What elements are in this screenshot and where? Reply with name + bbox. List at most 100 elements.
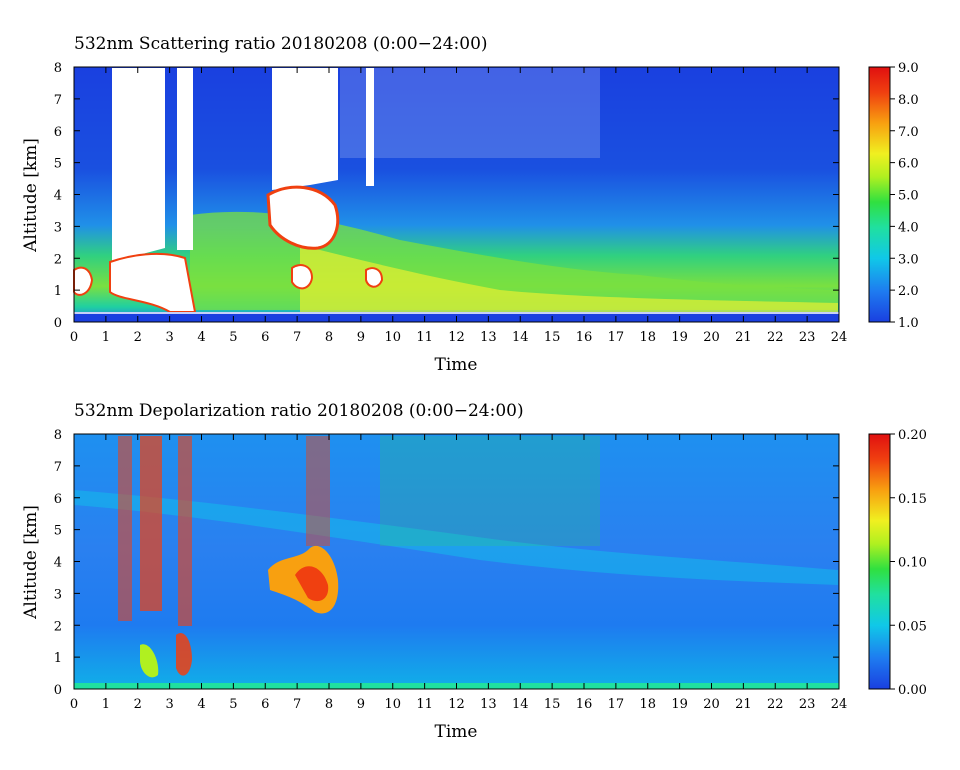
colorbar-gradient [868, 433, 891, 690]
x-tick-label: 15 [544, 330, 561, 345]
x-tick-label: 5 [229, 330, 237, 345]
x-tick-label: 0 [70, 697, 78, 712]
x-tick-label: 6 [261, 330, 269, 345]
y-tick-label: 0 [54, 683, 62, 698]
colorbar-tick-label: 7.0 [898, 125, 919, 140]
y-tick-label: 8 [54, 61, 62, 76]
colorbar: 1.0 2.0 3.0 4.0 5.0 6.0 7.0 8.0 9.0 [868, 61, 919, 331]
x-tick-label: 13 [480, 697, 497, 712]
y-axis-label: Altitude [km] [21, 505, 41, 620]
x-tick-label: 14 [512, 697, 529, 712]
x-axis-label: Time [435, 355, 478, 375]
cloud-region [177, 68, 193, 250]
y-tick-label: 8 [54, 428, 62, 443]
x-tick-label: 17 [608, 330, 625, 345]
aerosol-layer-core [300, 245, 838, 312]
colorbar-ticks: 1.0 2.0 3.0 4.0 5.0 6.0 7.0 8.0 9.0 [890, 61, 919, 331]
colorbar-gradient [868, 66, 891, 323]
x-tick-label: 4 [197, 697, 205, 712]
y-tick-label: 3 [54, 587, 62, 602]
x-tick-label: 5 [229, 697, 237, 712]
y-tick-label: 3 [54, 220, 62, 235]
colorbar-tick-label: 0.00 [898, 683, 927, 698]
colorbar-tick-label: 9.0 [898, 61, 919, 76]
depol-streak [140, 436, 162, 611]
scattering-ratio-panel: 532nm Scattering ratio 20180208 (0:00−24… [21, 34, 919, 375]
x-tick-label: 20 [703, 697, 720, 712]
y-tick-label: 5 [54, 157, 62, 172]
colorbar-tick-label: 6.0 [898, 157, 919, 172]
x-tick-label: 10 [384, 330, 401, 345]
x-tick-label: 18 [639, 330, 656, 345]
y-axis-label: Altitude [km] [21, 138, 41, 253]
depol-cloud-core [295, 566, 329, 602]
speckle-region [340, 68, 600, 158]
x-tick-label: 9 [357, 697, 365, 712]
x-tick-label: 11 [416, 697, 433, 712]
x-tick-label: 21 [735, 697, 752, 712]
cloud-region [112, 68, 165, 262]
x-tick-label: 21 [735, 330, 752, 345]
colorbar-tick-label: 0.15 [898, 492, 927, 507]
x-tick-label: 24 [831, 330, 848, 345]
y-tick-label: 0 [54, 316, 62, 331]
x-tick-label: 4 [197, 330, 205, 345]
x-tick-label: 8 [325, 330, 333, 345]
depol-streak [118, 436, 132, 621]
x-tick-label: 20 [703, 330, 720, 345]
x-tick-label: 24 [831, 697, 848, 712]
x-tick-label: 17 [608, 697, 625, 712]
y-tick-label: 5 [54, 524, 62, 539]
x-tick-label: 22 [767, 697, 784, 712]
colorbar-tick-label: 0.10 [898, 556, 927, 571]
x-tick-label: 1 [102, 330, 110, 345]
heatmap-background [74, 434, 839, 689]
x-tick-label: 9 [357, 330, 365, 345]
depolarization-ratio-panel: 532nm Depolarization ratio 20180208 (0:0… [21, 401, 927, 742]
x-tick-label: 3 [165, 330, 173, 345]
y-tick-label: 1 [54, 284, 62, 299]
x-tick-label: 11 [416, 330, 433, 345]
colorbar-tick-label: 3.0 [898, 252, 919, 267]
y-tick-label: 1 [54, 651, 62, 666]
x-tick-label: 7 [293, 330, 301, 345]
colorbar: 0.00 0.05 0.10 0.15 0.20 [868, 428, 927, 698]
x-axis-label: Time [435, 722, 478, 742]
cloud-region [365, 267, 384, 288]
chart-title: 532nm Scattering ratio 20180208 (0:00−24… [74, 34, 488, 54]
depol-band [74, 490, 838, 585]
x-tick-label: 15 [544, 697, 561, 712]
depol-streak [178, 436, 192, 626]
x-tick-label: 12 [448, 330, 465, 345]
x-axis: 0 1 2 3 4 5 6 7 8 9 10 11 12 13 14 15 16 17 18 19 20 21 22 23 24 [70, 434, 847, 712]
colorbar-tick-label: 8.0 [898, 93, 919, 108]
heatmap-plot-area [74, 434, 839, 689]
colorbar-tick-label: 4.0 [898, 220, 919, 235]
x-tick-label: 18 [639, 697, 656, 712]
x-tick-label: 13 [480, 330, 497, 345]
x-tick-label: 19 [671, 697, 688, 712]
y-tick-label: 7 [54, 93, 62, 108]
cloud-region [266, 185, 340, 250]
heatmap-plot-area [73, 67, 839, 322]
y-tick-label: 2 [54, 252, 62, 267]
x-tick-label: 23 [799, 697, 816, 712]
x-tick-label: 0 [70, 330, 78, 345]
x-tick-label: 12 [448, 697, 465, 712]
chart-title: 532nm Depolarization ratio 20180208 (0:0… [74, 401, 524, 421]
y-tick-label: 6 [54, 125, 62, 140]
x-tick-label: 16 [576, 697, 593, 712]
y-axis: 0 1 2 3 4 5 6 7 8 [54, 61, 839, 331]
x-tick-label: 10 [384, 697, 401, 712]
colorbar-tick-label: 0.20 [898, 428, 927, 443]
y-tick-label: 6 [54, 492, 62, 507]
y-axis: 0 1 2 3 4 5 6 7 8 [54, 428, 839, 698]
x-tick-label: 2 [134, 697, 142, 712]
colorbar-tick-label: 5.0 [898, 189, 919, 204]
y-tick-label: 7 [54, 460, 62, 475]
x-tick-label: 14 [512, 330, 529, 345]
depol-speckle-region [380, 436, 600, 546]
depol-blob [140, 644, 159, 678]
colorbar-ticks: 0.00 0.05 0.10 0.15 0.20 [890, 428, 927, 698]
